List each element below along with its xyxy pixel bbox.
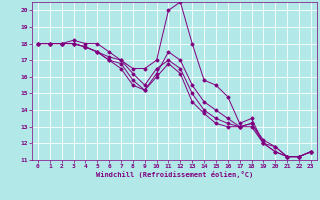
- X-axis label: Windchill (Refroidissement éolien,°C): Windchill (Refroidissement éolien,°C): [96, 171, 253, 178]
